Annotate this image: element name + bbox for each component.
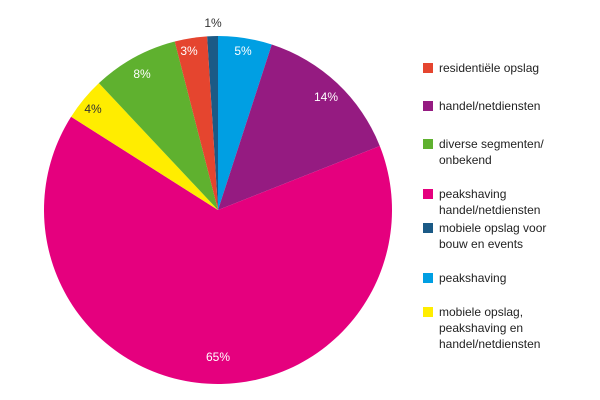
legend-label: handel/netdiensten	[439, 99, 541, 113]
legend-item: mobiele opslag, peakshaving en handel/ne…	[423, 304, 540, 352]
legend-item: handel/netdiensten	[423, 98, 540, 114]
legend-label: peakshaving	[439, 271, 507, 285]
legend-label: mobiele opslag voor bouw en events	[439, 221, 547, 251]
pie-slice	[174, 36, 218, 211]
legend-swatch	[423, 63, 433, 73]
pie-slice	[218, 44, 380, 210]
slice-value-label: 1%	[204, 16, 222, 30]
legend-swatch	[423, 139, 433, 149]
legend-label: diverse segmenten/ onbekend	[439, 137, 544, 167]
legend-item: peakshaving	[423, 270, 506, 286]
legend-item: mobiele opslag voor bouw en events	[423, 220, 546, 252]
legend-swatch	[423, 273, 433, 283]
pie-slices	[44, 35, 393, 385]
pie-slice	[44, 116, 393, 385]
legend-swatch	[423, 223, 433, 233]
pie-slice	[218, 36, 272, 210]
slice-value-label: 65%	[206, 350, 230, 364]
legend-item: peakshaving handel/netdiensten	[423, 186, 540, 218]
legend-swatch	[423, 189, 433, 199]
legend-label: mobiele opslag, peakshaving en handel/ne…	[439, 305, 541, 351]
slice-value-label: 5%	[234, 44, 252, 58]
legend-swatch	[423, 101, 433, 111]
pie-slice	[98, 41, 218, 210]
slice-value-label: 3%	[180, 44, 198, 58]
legend-item: diverse segmenten/ onbekend	[423, 136, 544, 168]
legend-label: residentiële opslag	[439, 61, 540, 75]
legend-item: residentiële opslag	[423, 60, 539, 76]
slice-value-label: 8%	[133, 67, 151, 81]
pie-value-labels: 1% 5% 14% 65% 4% 8% 3%	[84, 16, 338, 364]
pie-slice	[207, 35, 218, 211]
slice-value-label: 14%	[314, 90, 338, 104]
legend-label: peakshaving handel/netdiensten	[439, 187, 541, 217]
pie-slice	[71, 83, 218, 210]
legend-swatch	[423, 307, 433, 317]
slice-value-label: 4%	[84, 102, 102, 116]
